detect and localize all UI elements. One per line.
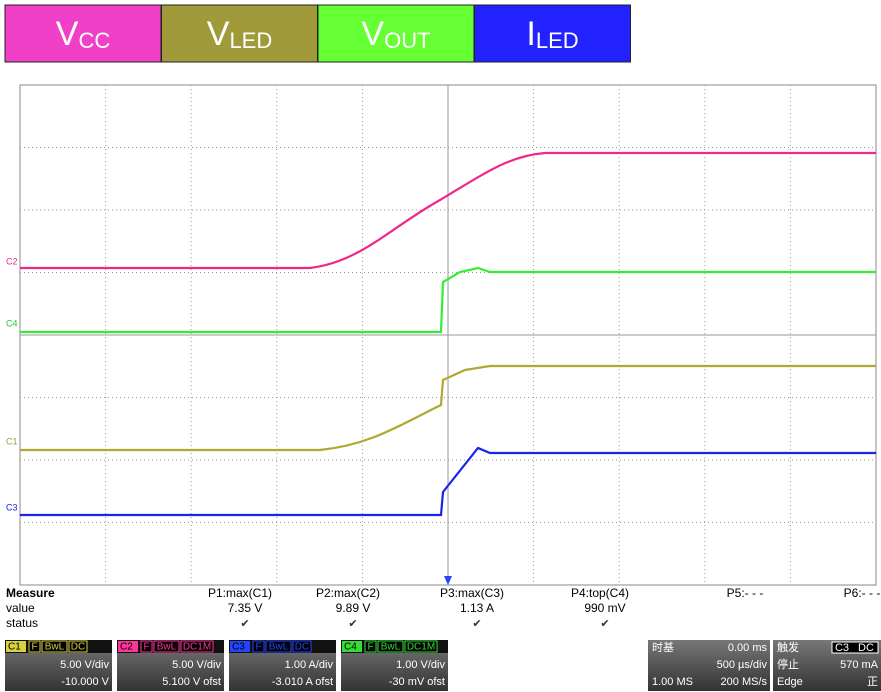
channel-tag: DC [295, 642, 309, 653]
trace-c4 [20, 266, 876, 334]
channel-tag: BwL [45, 642, 65, 653]
legend-main: V [361, 15, 384, 53]
legend-box [317, 4, 475, 63]
channel-tag-bg [265, 640, 292, 653]
legend-box [474, 4, 631, 63]
measure-value: 7.35 V [228, 601, 263, 615]
channel-label: C2 [6, 256, 18, 266]
channel-tag-bg [180, 640, 214, 653]
timebase-rate: 200 MS/s [721, 676, 768, 688]
measure-status: ✔ [600, 618, 609, 630]
channel-tag-bg [292, 640, 312, 653]
channel-label: C4 [6, 318, 18, 328]
trigger-mode: 停止 [777, 657, 799, 671]
channel-tag: BwL [269, 642, 289, 653]
channel-tag-bg [140, 640, 153, 653]
measure-value: 1.13 A [460, 601, 494, 615]
channel-tag-bg [377, 640, 404, 653]
legend-label: VOUT [361, 15, 430, 53]
timebase-points: 1.00 MS [652, 676, 693, 688]
channel-tag-bg [364, 640, 377, 653]
trigger-marker [444, 576, 452, 585]
channel-offset: -3.010 A ofst [272, 676, 333, 688]
measure-row-label: status [6, 616, 38, 630]
measure-name: P2:max(C2) [316, 586, 380, 600]
legend-sub: CC [78, 28, 110, 53]
channel-label: C3 [6, 502, 18, 512]
channel-id: C4 [344, 642, 357, 653]
legend-sub: LED [229, 28, 272, 53]
legend-main: V [207, 15, 230, 53]
channel-offset: -30 mV ofst [389, 676, 445, 688]
channel-tag-bg [252, 640, 265, 653]
channel-tag-bg [41, 640, 68, 653]
timebase-box [648, 640, 770, 691]
channel-id-bg [6, 641, 26, 652]
measure-status: ✔ [348, 618, 357, 630]
channel-tag-bg [68, 640, 88, 653]
grid [20, 85, 876, 585]
measure-name: P1:max(C1) [208, 586, 272, 600]
legend-sub: OUT [384, 28, 430, 53]
measure-title: Measure [6, 586, 55, 600]
channel-tag: F [31, 642, 37, 653]
channel-tag-bg [404, 640, 438, 653]
channel-id: C1 [8, 642, 21, 653]
measure-status: ✔ [472, 618, 481, 630]
legend-label: VCC [56, 15, 111, 53]
channel-tag: F [367, 642, 373, 653]
trigger-type: Edge [777, 676, 803, 688]
legend-sub: LED [536, 28, 579, 53]
channel-tag: F [143, 642, 149, 653]
measure-name: P6:- - - [844, 586, 881, 600]
measure-value: 990 mV [584, 601, 625, 615]
channel-label: C1 [6, 436, 18, 446]
channel-id-bg [342, 641, 362, 652]
channel-scale: 1.00 V/div [396, 659, 445, 671]
timebase-title: 时基 [652, 641, 674, 654]
channel-id: C2 [120, 642, 133, 653]
trace-c1 [20, 364, 876, 452]
legend-label: VLED [207, 15, 272, 53]
measure-name: P4:top(C4) [571, 586, 629, 600]
measure-name: P3:max(C3) [440, 586, 504, 600]
trigger-src-bg [831, 641, 879, 654]
channel-tag: DC [71, 642, 85, 653]
trigger-level: 570 mA [840, 659, 879, 671]
channel-scale: 5.00 V/div [172, 659, 221, 671]
channel-id-bg [230, 641, 250, 652]
channel-scale: 5.00 V/div [60, 659, 109, 671]
trace-c2 [20, 151, 876, 270]
channel-scale: 1.00 A/div [285, 659, 334, 671]
trigger-source: C3 [835, 642, 849, 654]
timebase-scale: 500 µs/div [717, 659, 768, 671]
measure-status: ✔ [240, 618, 249, 630]
measure-row-label: value [6, 601, 35, 615]
channel-tag-bg [153, 640, 180, 653]
trigger-title: 触发 [777, 640, 799, 654]
legend-main: V [56, 15, 79, 53]
channel-tag-bg [28, 640, 41, 653]
legend-box [161, 4, 318, 63]
channel-tag: F [255, 642, 261, 653]
measure-name: P5:- - - [727, 586, 764, 600]
channel-offset: -10.000 V [61, 676, 109, 688]
channel-tag: BwL [381, 642, 401, 653]
trigger-coupling: DC [858, 642, 874, 654]
channel-tag: DC1M [407, 642, 435, 653]
channel-id: C3 [232, 642, 245, 653]
legend-label: ILED [526, 15, 578, 53]
timebase-delay: 0.00 ms [728, 642, 768, 654]
channel-id-bg [118, 641, 138, 652]
legend-main: I [526, 15, 535, 53]
trigger-slope: 正 [867, 676, 878, 688]
channel-offset: 5.100 V ofst [162, 676, 221, 688]
trace-c3 [20, 446, 876, 517]
channel-tag: BwL [157, 642, 177, 653]
channel-tag: DC1M [183, 642, 211, 653]
measure-value: 9.89 V [336, 601, 371, 615]
